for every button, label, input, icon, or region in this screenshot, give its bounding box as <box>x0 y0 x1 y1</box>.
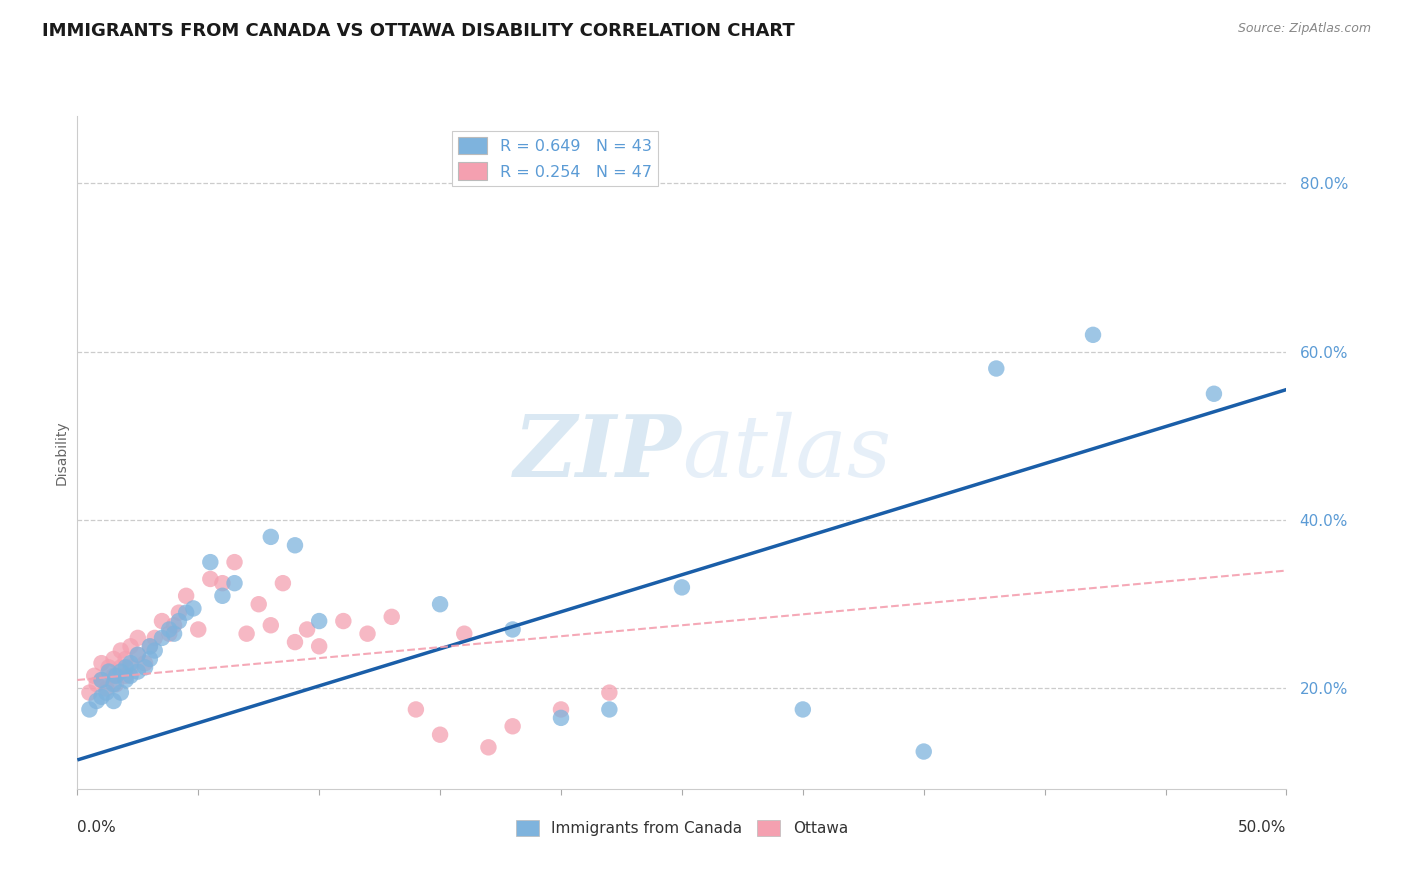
Point <box>120 656 142 670</box>
Point <box>86 694 108 708</box>
Point <box>90 656 112 670</box>
Point <box>247 597 270 611</box>
Point <box>110 665 132 679</box>
Point <box>139 640 162 654</box>
Point <box>110 660 132 674</box>
Point <box>150 631 173 645</box>
Point <box>90 690 112 704</box>
Point <box>792 702 814 716</box>
Point <box>157 626 180 640</box>
Point <box>103 669 125 683</box>
Point <box>200 555 222 569</box>
Point <box>477 740 499 755</box>
Point <box>211 576 233 591</box>
Point <box>1081 327 1104 342</box>
Point <box>1202 386 1225 401</box>
Point <box>97 665 120 679</box>
Point <box>79 702 101 716</box>
Point <box>134 660 156 674</box>
Point <box>90 673 112 687</box>
Point <box>139 640 162 654</box>
Point <box>502 719 524 733</box>
Point <box>405 702 427 716</box>
Point <box>284 538 307 552</box>
Point <box>163 618 186 632</box>
Point <box>103 694 125 708</box>
Point <box>429 728 451 742</box>
Point <box>139 652 162 666</box>
Text: ZIP: ZIP <box>515 411 682 494</box>
Point <box>183 601 205 615</box>
Point <box>671 581 693 595</box>
Point <box>127 648 149 662</box>
Point <box>143 631 166 645</box>
Point <box>174 589 197 603</box>
Point <box>150 614 173 628</box>
Point <box>235 626 257 640</box>
Point <box>224 576 246 591</box>
Point <box>429 597 451 611</box>
Point <box>127 648 149 662</box>
Point <box>120 660 142 674</box>
Point <box>356 626 378 640</box>
Point <box>143 643 166 657</box>
Point <box>260 618 283 632</box>
Point <box>86 677 108 691</box>
Point <box>271 576 294 591</box>
Point <box>502 623 524 637</box>
Point <box>114 652 136 666</box>
Point <box>127 665 149 679</box>
Point <box>332 614 354 628</box>
Point <box>103 652 125 666</box>
Point <box>120 669 142 683</box>
Point <box>211 589 233 603</box>
Point <box>187 623 209 637</box>
Legend: R = 0.649   N = 43, R = 0.254   N = 47: R = 0.649 N = 43, R = 0.254 N = 47 <box>451 131 658 186</box>
Point <box>96 685 118 699</box>
Point <box>224 555 246 569</box>
Point <box>110 643 132 657</box>
Text: atlas: atlas <box>682 411 891 494</box>
Point <box>986 361 1008 376</box>
Point <box>260 530 283 544</box>
Point <box>295 623 318 637</box>
Point <box>120 640 142 654</box>
Point <box>90 673 112 687</box>
Point <box>105 677 128 691</box>
Point <box>114 673 136 687</box>
Point <box>174 606 197 620</box>
Text: Source: ZipAtlas.com: Source: ZipAtlas.com <box>1237 22 1371 36</box>
Point <box>550 702 572 716</box>
Point <box>200 572 222 586</box>
Point <box>284 635 307 649</box>
Point <box>114 660 136 674</box>
Point <box>163 626 186 640</box>
Text: IMMIGRANTS FROM CANADA VS OTTAWA DISABILITY CORRELATION CHART: IMMIGRANTS FROM CANADA VS OTTAWA DISABIL… <box>42 22 794 40</box>
Point <box>550 711 572 725</box>
Point <box>308 614 330 628</box>
Point <box>598 702 620 716</box>
Point <box>912 745 935 759</box>
Point <box>114 669 136 683</box>
Point <box>157 623 180 637</box>
Point <box>79 685 101 699</box>
Point <box>134 656 156 670</box>
Point <box>83 669 105 683</box>
Point <box>96 681 118 696</box>
Point <box>103 677 125 691</box>
Point <box>453 626 475 640</box>
Point <box>381 610 404 624</box>
Point <box>167 606 190 620</box>
Point <box>110 685 132 699</box>
Point <box>127 631 149 645</box>
Text: 0.0%: 0.0% <box>77 820 117 835</box>
Point <box>105 669 128 683</box>
Point <box>598 685 620 699</box>
Text: 50.0%: 50.0% <box>1239 820 1286 835</box>
Point <box>308 640 330 654</box>
Point <box>167 614 190 628</box>
Point <box>97 660 120 674</box>
Y-axis label: Disability: Disability <box>55 420 69 485</box>
